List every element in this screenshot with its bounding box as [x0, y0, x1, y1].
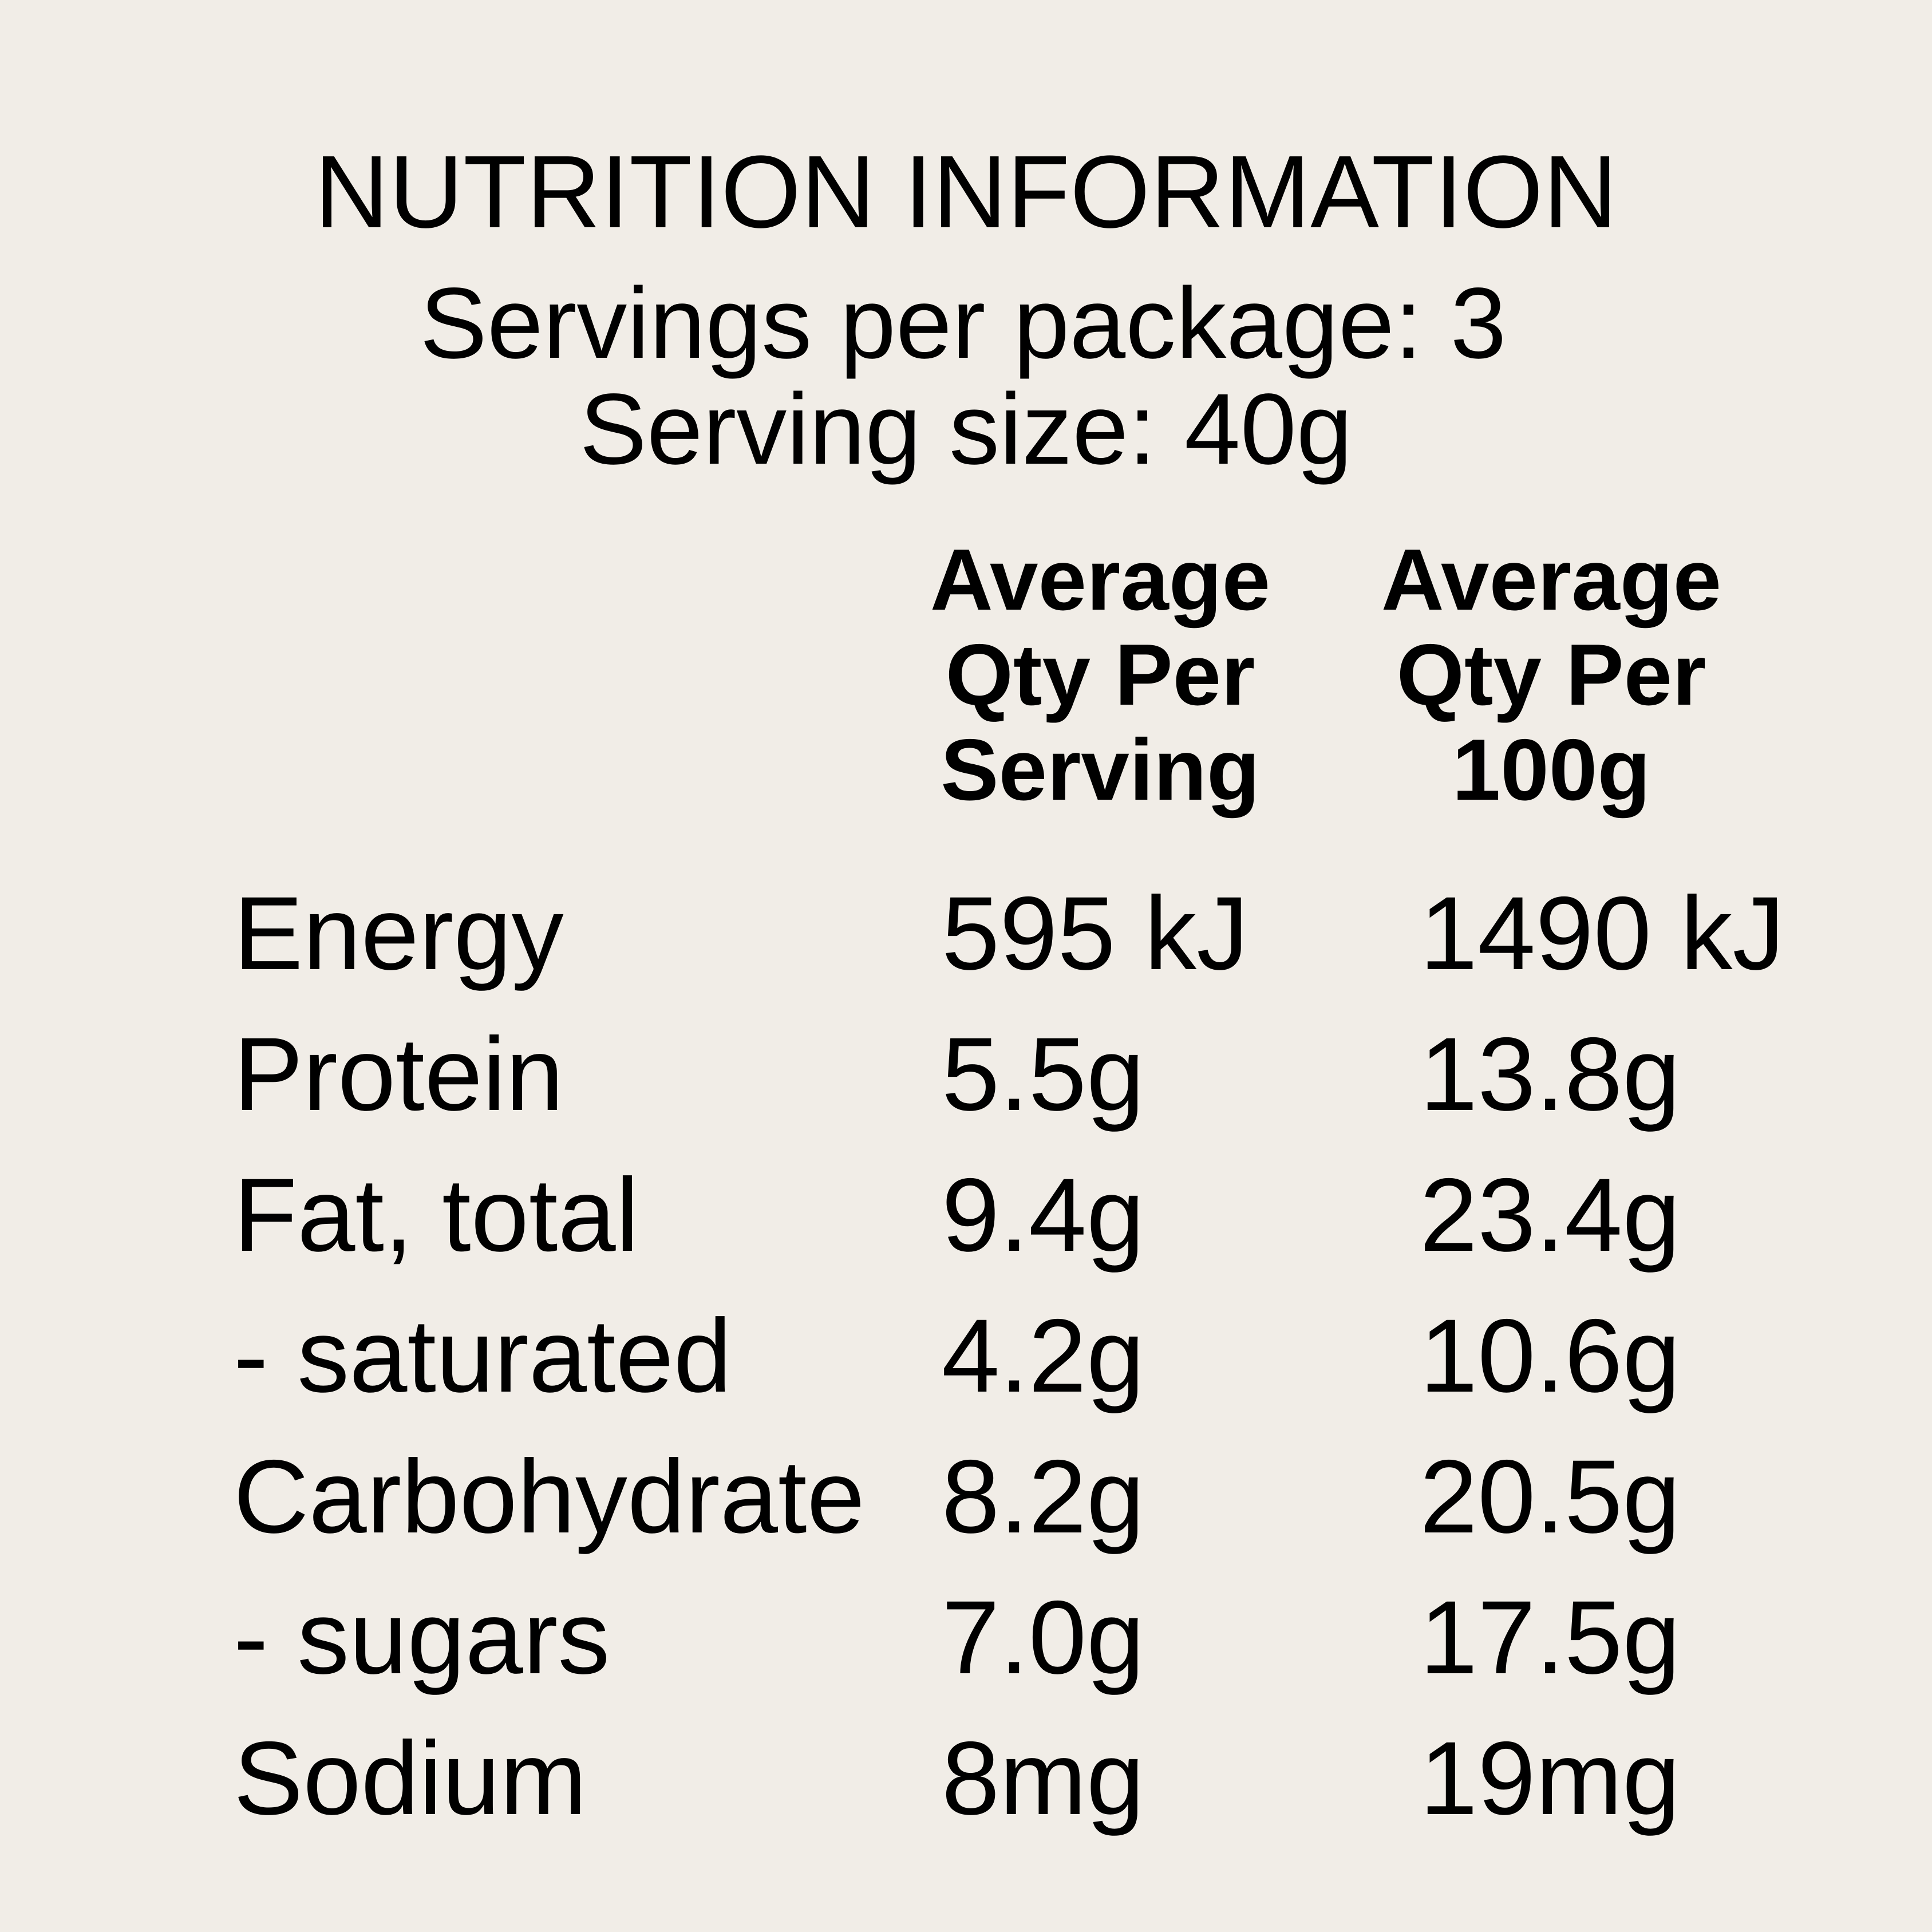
per-100g-value: 10.6g — [1420, 1297, 1681, 1414]
per-100g-value: 1490 kJ — [1420, 875, 1785, 991]
per-serving-value: 5.5g — [942, 1016, 1145, 1132]
per-serving-value: 8.2g — [942, 1438, 1145, 1555]
nutrient-name: Fat, total — [234, 1156, 639, 1273]
nutrient-table: Energy 595 kJ 1490 kJ Protein 5.5g 13.8g… — [0, 876, 1932, 1862]
per-100g-value: 13.8g — [1420, 1016, 1681, 1132]
nutrient-row-saturated: - saturated 4.2g 10.6g — [0, 1298, 1932, 1439]
nutrient-row-sugars: - sugars 7.0g 17.5g — [0, 1580, 1932, 1721]
per-serving-value: 8mg — [942, 1720, 1145, 1836]
column-header-line: Average — [1381, 531, 1722, 629]
nutrient-row-sodium: Sodium 8mg 19mg — [0, 1721, 1932, 1862]
per-serving-value: 7.0g — [942, 1579, 1145, 1696]
nutrient-row-protein: Protein 5.5g 13.8g — [0, 1017, 1932, 1157]
servings-per-package: Servings per package: 3 — [420, 267, 1507, 380]
column-header-line: 100g — [1452, 721, 1651, 819]
nutrient-name: - saturated — [234, 1297, 732, 1414]
nutrient-name: Carbohydrate — [234, 1438, 865, 1555]
panel-title: NUTRITION INFORMATION — [314, 135, 1618, 250]
column-header-per-100g: Average Qty Per 100g — [1334, 532, 1769, 817]
column-header-line: Serving — [941, 721, 1260, 819]
nutrient-row-carbohydrate: Carbohydrate 8.2g 20.5g — [0, 1439, 1932, 1580]
nutrient-name: Sodium — [234, 1720, 587, 1836]
per-serving-value: 4.2g — [942, 1297, 1145, 1414]
nutrient-name: Protein — [234, 1016, 564, 1132]
nutrient-row-energy: Energy 595 kJ 1490 kJ — [0, 876, 1932, 1017]
column-header-line: Qty Per — [945, 626, 1255, 724]
column-header-per-serving: Average Qty Per Serving — [883, 532, 1318, 817]
per-serving-value: 9.4g — [942, 1156, 1145, 1273]
column-header-line: Qty Per — [1396, 626, 1706, 724]
per-100g-value: 17.5g — [1420, 1579, 1681, 1696]
per-100g-value: 19mg — [1420, 1720, 1681, 1836]
per-serving-value: 595 kJ — [942, 875, 1249, 991]
column-header-line: Average — [930, 531, 1271, 629]
nutrient-name: - sugars — [234, 1579, 610, 1696]
nutrient-name: Energy — [234, 875, 564, 991]
per-100g-value: 20.5g — [1420, 1438, 1681, 1555]
per-100g-value: 23.4g — [1420, 1156, 1681, 1273]
nutrient-row-fat-total: Fat, total 9.4g 23.4g — [0, 1157, 1932, 1298]
serving-size: Serving size: 40g — [579, 373, 1353, 485]
